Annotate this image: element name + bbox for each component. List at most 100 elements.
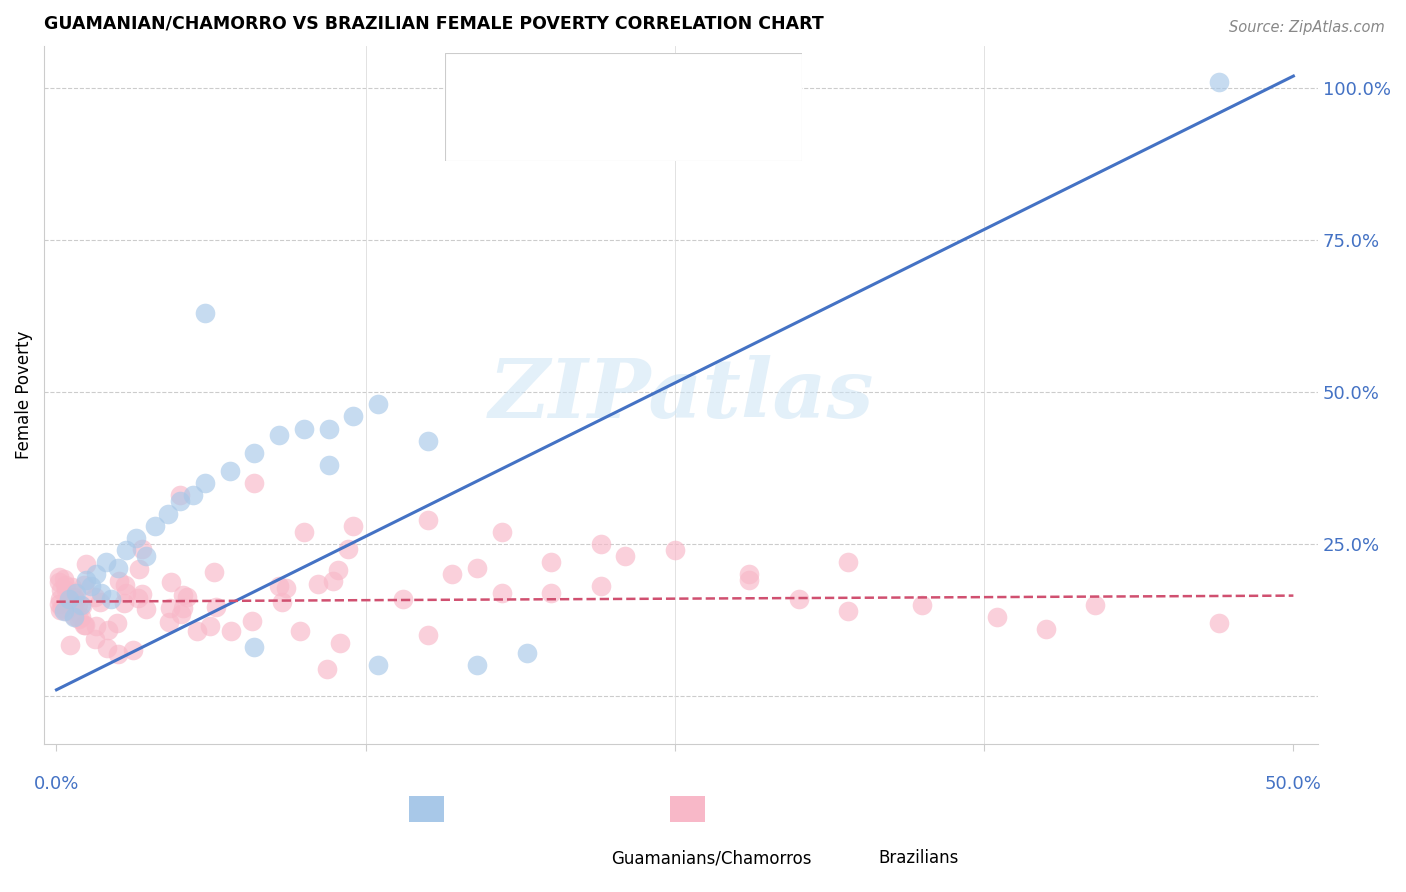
Point <box>194 476 217 491</box>
Text: 50.0%: 50.0% <box>1265 775 1322 793</box>
Point <box>186 624 208 639</box>
Point <box>105 616 128 631</box>
Point <box>515 646 537 660</box>
Point <box>70 599 93 613</box>
Point <box>73 578 96 592</box>
Point <box>336 542 359 557</box>
Point <box>342 409 364 424</box>
Point <box>787 591 810 606</box>
Point <box>986 610 1008 624</box>
Point <box>94 555 117 569</box>
Point <box>181 488 204 502</box>
Point <box>107 561 129 575</box>
Point <box>114 596 136 610</box>
Point <box>491 585 513 599</box>
Point <box>1035 622 1057 636</box>
Point <box>837 555 859 569</box>
Point <box>62 590 84 604</box>
Point <box>1084 598 1107 612</box>
Point <box>107 647 129 661</box>
Point <box>837 604 859 618</box>
Point <box>491 524 513 539</box>
Point <box>270 595 292 609</box>
Point <box>292 524 315 539</box>
Point <box>316 662 339 676</box>
Point <box>48 570 70 584</box>
Y-axis label: Female Poverty: Female Poverty <box>15 331 32 459</box>
Point <box>48 602 70 616</box>
Point <box>328 563 350 577</box>
Point <box>51 600 73 615</box>
Point <box>100 591 122 606</box>
Point <box>614 549 637 563</box>
Point <box>48 597 70 611</box>
Point <box>367 658 389 673</box>
Point <box>416 628 439 642</box>
Point <box>135 549 157 563</box>
Point <box>911 598 934 612</box>
Point <box>159 601 181 615</box>
Point <box>69 610 91 624</box>
Point <box>60 580 83 594</box>
Point <box>391 591 413 606</box>
Point <box>70 598 93 612</box>
Point <box>48 575 70 590</box>
Text: GUAMANIAN/CHAMORRO VS BRAZILIAN FEMALE POVERTY CORRELATION CHART: GUAMANIAN/CHAMORRO VS BRAZILIAN FEMALE P… <box>44 15 824 33</box>
Point <box>97 624 120 638</box>
Point <box>169 488 191 502</box>
Point <box>170 607 193 621</box>
Point <box>159 574 181 589</box>
Point <box>172 588 194 602</box>
Point <box>75 617 97 632</box>
Point <box>52 604 75 618</box>
Point <box>1208 615 1230 630</box>
Point <box>465 658 488 673</box>
Point <box>218 464 240 478</box>
Point <box>243 640 266 655</box>
Point <box>114 586 136 600</box>
Point <box>128 562 150 576</box>
Point <box>589 580 612 594</box>
Point <box>52 572 75 586</box>
Point <box>367 397 389 411</box>
Point <box>124 531 146 545</box>
Point <box>292 421 315 435</box>
Point <box>90 585 112 599</box>
Point <box>84 632 107 646</box>
Text: Brazilians: Brazilians <box>879 849 959 867</box>
Text: 0.0%: 0.0% <box>34 775 79 793</box>
Point <box>172 601 194 615</box>
Point <box>84 567 107 582</box>
Point <box>63 609 86 624</box>
Point <box>114 543 136 558</box>
Point <box>416 513 439 527</box>
Point <box>75 557 97 571</box>
Point <box>62 598 84 612</box>
Point <box>540 555 562 569</box>
Point <box>441 567 464 582</box>
Point <box>416 434 439 448</box>
Point <box>84 619 107 633</box>
Point <box>342 518 364 533</box>
Point <box>219 624 242 639</box>
Point <box>62 610 84 624</box>
Point <box>59 638 82 652</box>
Point <box>65 592 87 607</box>
Point <box>72 618 94 632</box>
Point <box>131 587 153 601</box>
Point <box>131 542 153 557</box>
Point <box>53 578 76 592</box>
Point <box>89 595 111 609</box>
Point <box>664 543 686 558</box>
Point <box>318 421 340 435</box>
Point <box>96 641 118 656</box>
Point <box>75 574 97 588</box>
Point <box>329 636 352 650</box>
Point <box>322 574 344 589</box>
Point <box>318 458 340 472</box>
Text: ZIPatlas: ZIPatlas <box>488 355 875 435</box>
Point <box>80 580 103 594</box>
Point <box>202 566 225 580</box>
Point <box>307 577 329 591</box>
Point <box>269 580 291 594</box>
